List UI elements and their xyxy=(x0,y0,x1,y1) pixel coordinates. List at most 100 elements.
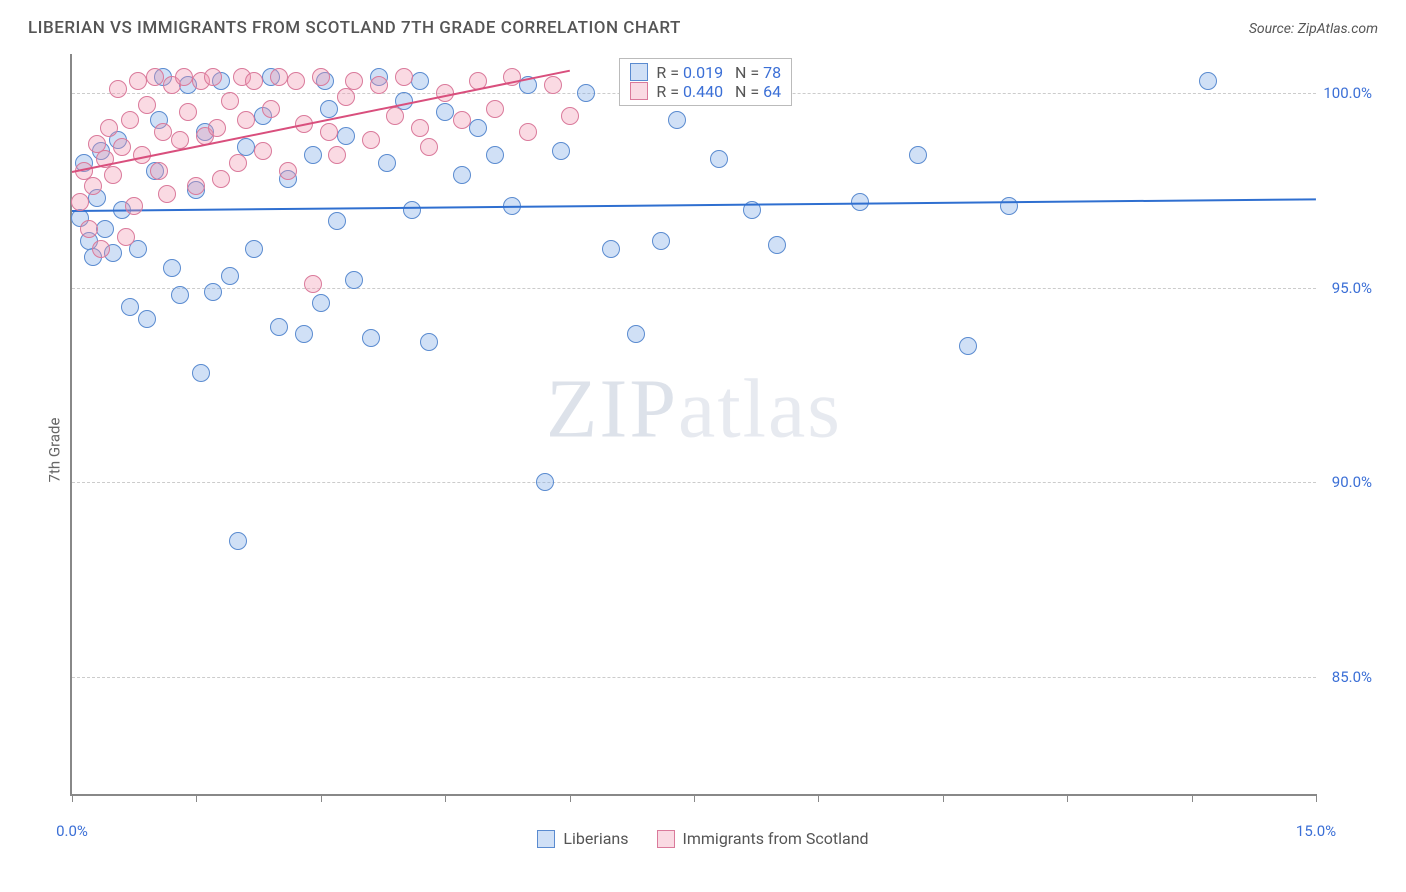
data-point xyxy=(92,240,110,258)
data-point xyxy=(171,286,189,304)
data-point xyxy=(179,103,197,121)
data-point xyxy=(768,236,786,254)
legend-item: Immigrants from Scotland xyxy=(657,829,869,848)
data-point xyxy=(627,325,645,343)
data-point xyxy=(254,142,272,160)
data-point xyxy=(104,166,122,184)
data-point xyxy=(328,146,346,164)
y-axis-label: 7th Grade xyxy=(45,418,63,483)
data-point xyxy=(304,146,322,164)
data-point xyxy=(262,100,280,118)
data-point xyxy=(544,76,562,94)
data-point xyxy=(602,240,620,258)
data-point xyxy=(337,88,355,106)
data-point xyxy=(125,197,143,215)
data-point xyxy=(80,220,98,238)
legend-label: Immigrants from Scotland xyxy=(683,829,869,848)
data-point xyxy=(378,154,396,172)
legend-item: Liberians xyxy=(537,829,628,848)
data-point xyxy=(138,310,156,328)
legend-stats: R = 0.019 N = 78R = 0.440 N = 64 xyxy=(619,58,792,106)
plot-area: ZIPatlas 85.0%90.0%95.0%100.0%0.0%15.0%R… xyxy=(70,54,1316,796)
legend-label: Liberians xyxy=(563,829,628,848)
data-point xyxy=(187,177,205,195)
data-point xyxy=(221,267,239,285)
data-point xyxy=(328,212,346,230)
data-point xyxy=(411,72,429,90)
data-point xyxy=(362,131,380,149)
data-point xyxy=(121,298,139,316)
data-point xyxy=(295,325,313,343)
chart-container: 7th Grade ZIPatlas 85.0%90.0%95.0%100.0%… xyxy=(28,48,1378,852)
data-point xyxy=(420,333,438,351)
trend-line xyxy=(72,198,1316,212)
data-point xyxy=(150,162,168,180)
data-point xyxy=(345,72,363,90)
x-tick xyxy=(445,794,446,802)
data-point xyxy=(208,119,226,137)
x-tick xyxy=(694,794,695,802)
data-point xyxy=(386,107,404,125)
x-tick xyxy=(570,794,571,802)
data-point xyxy=(279,162,297,180)
data-point xyxy=(109,80,127,98)
data-point xyxy=(158,185,176,203)
data-point xyxy=(71,193,89,211)
data-point xyxy=(345,271,363,289)
legend-swatch xyxy=(630,63,648,81)
data-point xyxy=(84,177,102,195)
data-point xyxy=(561,107,579,125)
legend-stats-text: R = 0.440 N = 64 xyxy=(656,82,781,101)
data-point xyxy=(96,220,114,238)
x-tick xyxy=(1067,794,1068,802)
data-point xyxy=(229,154,247,172)
data-point xyxy=(129,72,147,90)
gridline xyxy=(72,482,1316,483)
data-point xyxy=(204,283,222,301)
data-point xyxy=(204,68,222,86)
data-point xyxy=(113,138,131,156)
data-point xyxy=(229,532,247,550)
data-point xyxy=(436,103,454,121)
data-point xyxy=(270,318,288,336)
title-bar: LIBERIAN VS IMMIGRANTS FROM SCOTLAND 7TH… xyxy=(0,0,1406,44)
data-point xyxy=(403,201,421,219)
gridline xyxy=(72,288,1316,289)
data-point xyxy=(1000,197,1018,215)
data-point xyxy=(163,259,181,277)
data-point xyxy=(100,119,118,137)
y-tick-label: 100.0% xyxy=(1323,84,1372,102)
data-point xyxy=(536,473,554,491)
y-tick-label: 95.0% xyxy=(1332,279,1372,297)
legend-stats-row: R = 0.019 N = 78 xyxy=(630,63,781,82)
watermark: ZIPatlas xyxy=(546,361,842,458)
data-point xyxy=(245,72,263,90)
source-label: Source: ZipAtlas.com xyxy=(1249,21,1378,37)
watermark-zip: ZIP xyxy=(546,363,678,456)
data-point xyxy=(453,111,471,129)
watermark-atlas: atlas xyxy=(678,363,842,456)
data-point xyxy=(486,100,504,118)
data-point xyxy=(395,68,413,86)
data-point xyxy=(304,275,322,293)
data-point xyxy=(212,170,230,188)
y-tick-label: 90.0% xyxy=(1332,473,1372,491)
data-point xyxy=(453,166,471,184)
data-point xyxy=(320,123,338,141)
data-point xyxy=(652,232,670,250)
legend-swatch xyxy=(537,830,555,848)
gridline xyxy=(72,677,1316,678)
data-point xyxy=(370,76,388,94)
legend-swatch xyxy=(630,82,648,100)
data-point xyxy=(221,92,239,110)
data-point xyxy=(411,119,429,137)
data-point xyxy=(486,146,504,164)
legend-bottom: Liberians Immigrants from Scotland xyxy=(28,829,1378,848)
legend-stats-row: R = 0.440 N = 64 xyxy=(630,82,781,101)
data-point xyxy=(171,131,189,149)
data-point xyxy=(420,138,438,156)
data-point xyxy=(710,150,728,168)
x-tick xyxy=(72,794,73,802)
y-tick-label: 85.0% xyxy=(1332,668,1372,686)
data-point xyxy=(146,68,164,86)
